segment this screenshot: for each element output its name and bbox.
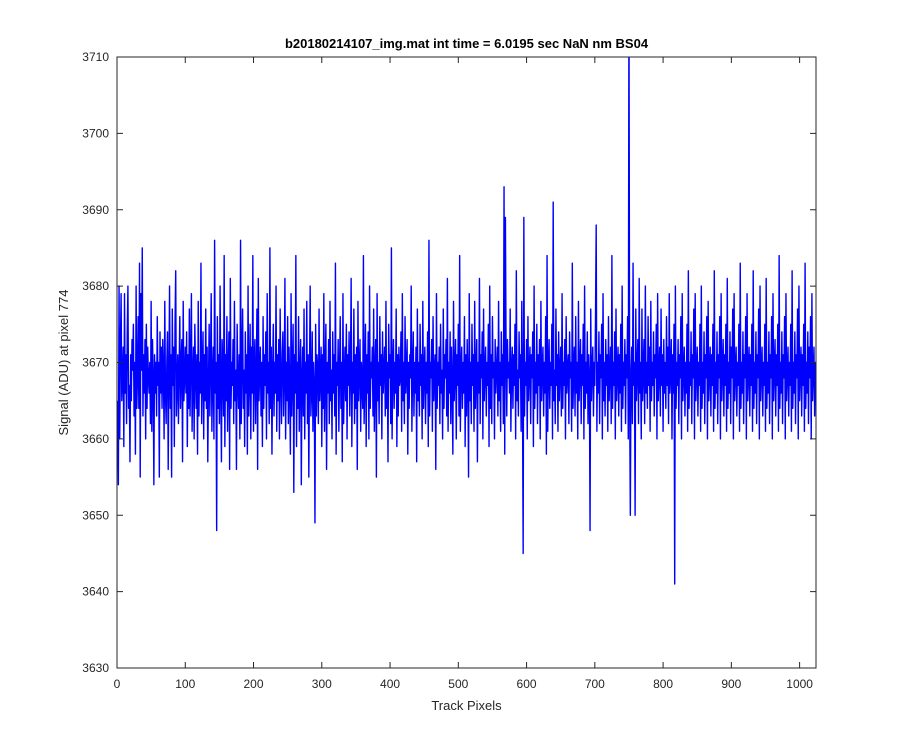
y-tick-label: 3680 xyxy=(82,279,109,293)
y-tick-label: 3690 xyxy=(82,203,109,217)
x-tick-label: 600 xyxy=(517,677,537,691)
data-layer xyxy=(117,57,816,585)
x-tick-label: 700 xyxy=(585,677,605,691)
x-tick-label: 400 xyxy=(380,677,400,691)
x-tick-label: 800 xyxy=(653,677,673,691)
y-tick-label: 3700 xyxy=(82,126,109,140)
y-tick-label: 3660 xyxy=(82,432,109,446)
chart-title: b20180214107_img.mat int time = 6.0195 s… xyxy=(285,36,649,51)
y-axis-label: Signal (ADU) at pixel 774 xyxy=(56,290,71,436)
y-tick-label: 3650 xyxy=(82,508,109,522)
x-tick-label: 100 xyxy=(175,677,195,691)
y-tick-label: 3710 xyxy=(82,50,109,64)
x-axis-label: Track Pixels xyxy=(431,698,502,713)
x-tick-label: 1000 xyxy=(786,677,813,691)
x-tick-label: 300 xyxy=(312,677,332,691)
y-tick-label: 3630 xyxy=(82,661,109,675)
x-tick-label: 900 xyxy=(721,677,741,691)
x-axis-ticks: 0 100 200 300 400 500 600 700 800 900 1000 xyxy=(114,57,813,691)
series-line-0 xyxy=(117,57,816,585)
x-tick-label: 500 xyxy=(448,677,468,691)
y-tick-label: 3670 xyxy=(82,356,109,370)
y-tick-label: 3640 xyxy=(82,585,109,599)
x-tick-label: 0 xyxy=(114,677,121,691)
x-tick-label: 200 xyxy=(244,677,264,691)
y-axis-ticks: 3630 3640 3650 3660 3670 3680 3690 3700 3710 xyxy=(82,50,816,675)
